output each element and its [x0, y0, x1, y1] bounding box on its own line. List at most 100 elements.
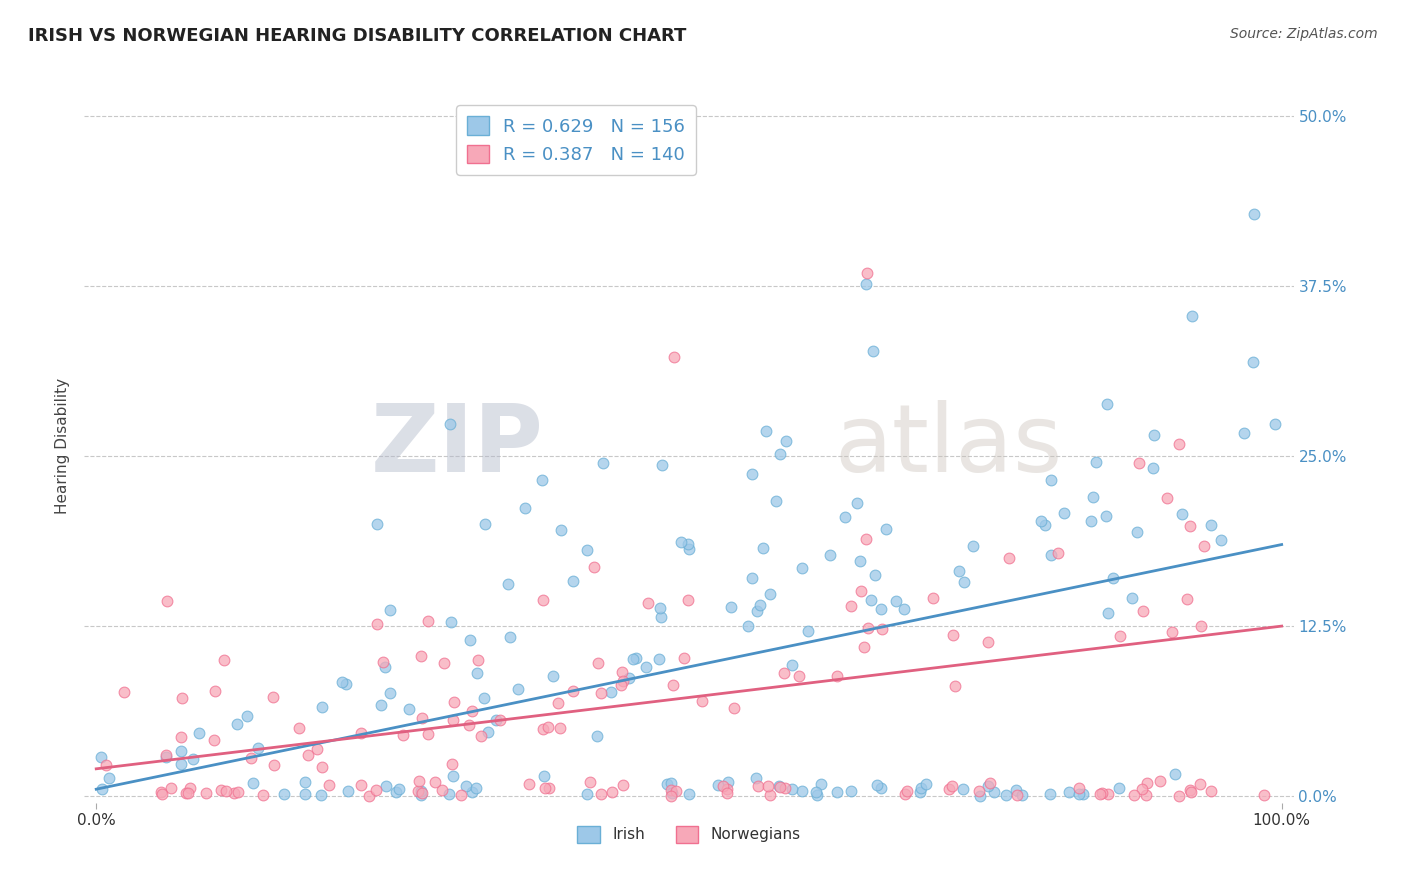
Point	[411, 711, 433, 725]
Point	[723, 700, 745, 714]
Point	[562, 574, 585, 588]
Point	[1194, 539, 1216, 553]
Point	[378, 603, 401, 617]
Point	[262, 690, 284, 704]
Point	[474, 517, 496, 532]
Point	[941, 780, 963, 794]
Point	[855, 532, 877, 546]
Point	[350, 778, 373, 792]
Point	[692, 694, 714, 708]
Point	[311, 699, 333, 714]
Point	[1132, 604, 1154, 618]
Point	[388, 781, 411, 796]
Point	[818, 549, 841, 563]
Point	[747, 604, 769, 618]
Point	[470, 729, 492, 743]
Point	[962, 540, 984, 554]
Point	[661, 678, 683, 692]
Point	[612, 665, 634, 680]
Point	[953, 575, 976, 590]
Point	[307, 742, 329, 756]
Point	[768, 779, 790, 793]
Point	[621, 652, 644, 666]
Point	[720, 599, 742, 614]
Point	[170, 756, 193, 771]
Point	[678, 787, 700, 801]
Point	[398, 702, 420, 716]
Point	[225, 717, 247, 731]
Point	[759, 788, 782, 802]
Point	[1264, 417, 1286, 431]
Point	[969, 784, 991, 798]
Point	[1033, 518, 1056, 533]
Point	[170, 744, 193, 758]
Point	[366, 616, 388, 631]
Point	[716, 781, 738, 796]
Point	[226, 785, 249, 799]
Point	[1209, 533, 1232, 548]
Point	[179, 780, 201, 795]
Point	[952, 782, 974, 797]
Point	[716, 786, 738, 800]
Point	[1199, 784, 1222, 798]
Point	[370, 698, 392, 712]
Point	[856, 621, 879, 635]
Point	[661, 783, 683, 797]
Point	[1128, 456, 1150, 470]
Point	[1121, 591, 1143, 605]
Point	[583, 560, 606, 574]
Point	[1181, 310, 1204, 324]
Point	[589, 685, 612, 699]
Point	[1081, 490, 1104, 504]
Point	[977, 779, 1000, 793]
Point	[441, 769, 464, 783]
Point	[1005, 788, 1028, 802]
Point	[519, 777, 541, 791]
Point	[90, 782, 112, 797]
Point	[94, 757, 117, 772]
Point	[374, 779, 396, 793]
Point	[659, 775, 682, 789]
Point	[1160, 624, 1182, 639]
Point	[804, 785, 827, 799]
Y-axis label: Hearing Disability: Hearing Disability	[55, 378, 70, 514]
Point	[747, 779, 769, 793]
Point	[181, 752, 204, 766]
Legend: Irish, Norwegians: Irish, Norwegians	[571, 820, 807, 848]
Point	[948, 564, 970, 578]
Point	[772, 666, 794, 681]
Point	[914, 776, 936, 790]
Point	[1102, 571, 1125, 585]
Point	[1097, 606, 1119, 620]
Point	[246, 740, 269, 755]
Point	[1130, 782, 1153, 797]
Point	[806, 788, 828, 802]
Point	[537, 780, 560, 795]
Text: atlas: atlas	[834, 400, 1063, 492]
Point	[921, 591, 943, 606]
Point	[371, 655, 394, 669]
Point	[337, 783, 360, 797]
Point	[655, 777, 678, 791]
Point	[457, 718, 479, 732]
Point	[464, 781, 486, 796]
Point	[433, 657, 456, 671]
Point	[288, 721, 311, 735]
Point	[467, 653, 489, 667]
Point	[610, 678, 633, 692]
Point	[1057, 784, 1080, 798]
Point	[156, 594, 179, 608]
Point	[477, 724, 499, 739]
Point	[1142, 428, 1164, 442]
Point	[384, 784, 406, 798]
Point	[1156, 491, 1178, 506]
Point	[1178, 783, 1201, 797]
Point	[846, 496, 869, 510]
Point	[439, 417, 461, 431]
Point	[834, 510, 856, 524]
Point	[1253, 788, 1275, 802]
Point	[357, 789, 380, 803]
Point	[294, 787, 316, 801]
Point	[458, 633, 481, 648]
Point	[350, 726, 373, 740]
